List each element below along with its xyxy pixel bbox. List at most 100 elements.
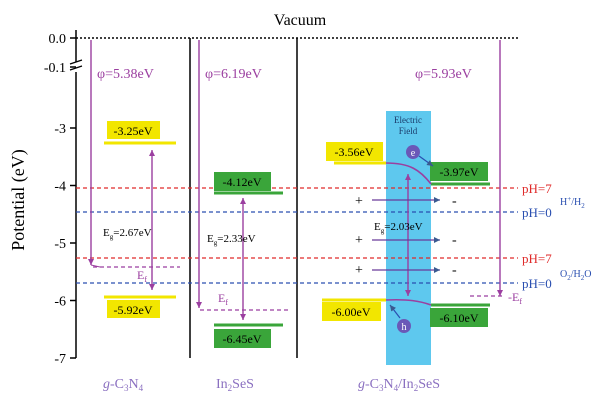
in2ses-fermi-e: E: [218, 291, 225, 305]
gc3n4-fermi-sub: f: [144, 275, 147, 284]
hetero-c: -C: [365, 377, 379, 392]
gc3n4-vb-box: [107, 300, 160, 318]
vacuum-title: Vacuum: [274, 12, 327, 29]
electric-field-label-1: Electric: [394, 115, 422, 125]
hetero-cb-left-label: -3.56eV: [335, 145, 374, 159]
y-axis-label: Potential (eV): [8, 149, 29, 250]
minus-1: -: [452, 194, 457, 209]
y-tick-label: -6: [54, 295, 66, 310]
material-label-hetero: g-C3N4/In2SeS: [358, 377, 440, 393]
plus-1: +: [355, 194, 363, 209]
gc3n4-cb-box: [107, 121, 160, 139]
hetero-vb-right-label: -6.10eV: [440, 311, 479, 325]
electron-label: e: [411, 148, 416, 159]
hetero-fermi-label: -Ef: [508, 290, 522, 306]
hetero-cb-bending: [385, 162, 432, 185]
electric-field-label-2: Field: [399, 126, 418, 136]
electron-arrow: [418, 155, 434, 167]
axis-break-mark: [69, 59, 83, 71]
hetero-ses: SeS: [418, 377, 440, 392]
hetero-g: g: [358, 377, 365, 392]
hetero-gap-sub: g: [381, 227, 385, 235]
hole-label: h: [402, 322, 407, 333]
hetero-vb-right-box: [430, 308, 488, 327]
hetero-work-function: φ=5.93eV: [415, 67, 472, 82]
hole-arrow: [389, 304, 401, 319]
electron-circle: [406, 145, 420, 159]
in2ses-ses: SeS: [232, 377, 254, 392]
gc3n4-vb-label: -5.92eV: [114, 303, 153, 317]
o-couple-sub2: 2: [581, 274, 585, 282]
h-couple-h: H: [560, 197, 567, 208]
y-tick-label: -0.1: [44, 61, 66, 76]
hetero-in: /In: [398, 377, 414, 392]
hetero-fermi-sub: f: [519, 297, 522, 306]
material-label-in2ses: In2SeS: [216, 377, 254, 393]
ph0-o-label: pH=0: [522, 276, 552, 291]
gc3n4-4: 4: [139, 383, 144, 393]
plus-2: +: [355, 233, 363, 248]
o-couple-o: O: [560, 269, 567, 280]
hetero-cb-left-box: [326, 142, 383, 161]
h-couple-sup: +: [567, 195, 571, 203]
h-couple-rest: /H: [571, 197, 581, 208]
gc3n4-work-function-tail: [90, 264, 101, 268]
hetero-fermi-e: -E: [508, 290, 519, 304]
y-tick-label: 0.0: [49, 32, 67, 47]
y-tick-label: -4: [54, 180, 66, 195]
ph7-h-label: pH=7: [522, 181, 552, 196]
gc3n4-gap-sub: g: [110, 233, 114, 241]
hetero-4: 4: [394, 383, 399, 393]
o-couple-rest: /H: [571, 269, 581, 280]
in2ses-fermi-sub: f: [225, 298, 228, 307]
hetero-vb-bending: [385, 298, 432, 306]
hetero-vb-left-box: [322, 302, 381, 321]
gc3n4-n: N: [129, 377, 139, 392]
in2ses-in: In: [216, 377, 228, 392]
hetero-3: 3: [379, 383, 384, 393]
y-tick-label: -3: [54, 122, 66, 137]
gc3n4-fermi-e: E: [137, 268, 144, 282]
hetero-vb-left-label: -6.00eV: [332, 305, 371, 319]
o-couple-sub: 2: [567, 274, 571, 282]
hetero-gap-val: =2.03eV: [384, 221, 422, 233]
in2ses-cb-label: -4.12eV: [223, 175, 262, 189]
in2ses-vb-box: [214, 329, 271, 348]
minus-3: -: [452, 263, 457, 278]
in2ses-gap-sub: g: [214, 239, 218, 247]
hetero-n: N: [384, 377, 394, 392]
gc3n4-c: -C: [110, 377, 124, 392]
y-tick-label: -5: [54, 237, 66, 252]
ph7-o-label: pH=7: [522, 251, 552, 266]
in2ses-cb-box: [214, 172, 271, 191]
material-label-gc3n4: g-C3N4: [103, 377, 144, 393]
in2ses-gap-label: Eg=2.33eV: [207, 233, 256, 247]
gc3n4-gap-label: Eg=2.67eV: [103, 227, 152, 241]
hetero-2: 2: [414, 383, 419, 393]
o-couple-end: O: [584, 269, 591, 280]
in2ses-fermi-label: Ef: [218, 291, 228, 307]
h-couple-label: H+/H2: [560, 195, 585, 210]
field-charges: + - + - + -: [355, 194, 457, 278]
h-couple-sub: 2: [581, 202, 585, 210]
in2ses-2: 2: [228, 383, 233, 393]
hetero-cb-right-label: -3.97eV: [440, 165, 479, 179]
hetero-gap-label: Eg=2.03eV: [374, 221, 423, 235]
hole-circle: [397, 319, 411, 333]
in2ses-vb-label: -6.45eV: [223, 332, 262, 346]
gc3n4-g: g: [103, 377, 110, 392]
hetero-cb-right-box: [430, 162, 488, 181]
in2ses-work-function: φ=6.19eV: [205, 67, 262, 82]
gc3n4-cb-label: -3.25eV: [114, 124, 153, 138]
gc3n4-work-function: φ=5.38eV: [97, 67, 154, 82]
hetero-gap-e: E: [374, 221, 381, 233]
minus-2: -: [452, 233, 457, 248]
gc3n4-fermi-label: Ef: [137, 268, 147, 284]
gc3n4-gap-e: E: [103, 227, 110, 239]
ph0-h-label: pH=0: [522, 205, 552, 220]
in2ses-gap-val: =2.33eV: [217, 233, 255, 245]
in2ses-gap-e: E: [207, 233, 214, 245]
plus-3: +: [355, 263, 363, 278]
gc3n4-3: 3: [124, 383, 129, 393]
